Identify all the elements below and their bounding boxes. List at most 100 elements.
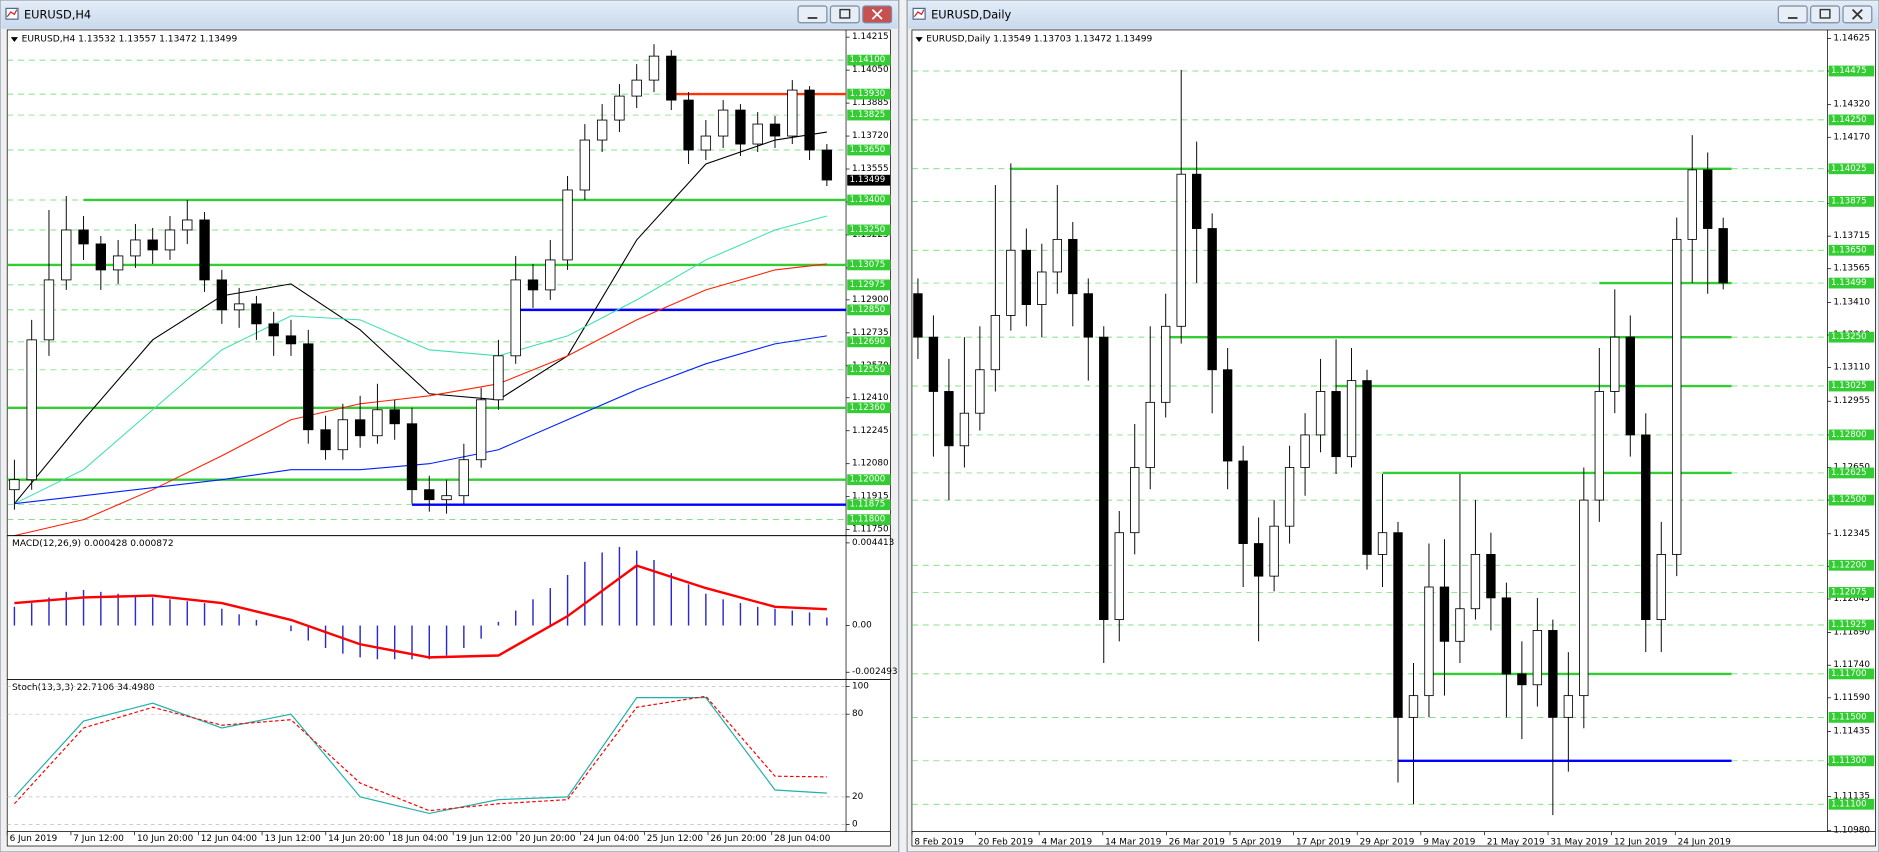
candle-body <box>562 189 573 261</box>
candle-body <box>1641 434 1651 621</box>
close-glyph <box>1851 8 1863 20</box>
y-tick-label: 1.12650 <box>1833 463 1870 473</box>
candle-body <box>1563 695 1574 718</box>
level-label: 1.13930 <box>850 89 886 99</box>
moving-average <box>14 335 827 505</box>
level-label: 1.11300 <box>1831 756 1867 766</box>
level-label: 1.14025 <box>1831 164 1867 174</box>
candle-body <box>1610 336 1620 392</box>
y-tick-label: 20 <box>852 792 864 802</box>
candle-body <box>354 419 366 437</box>
y-tick-label: 1.13555 <box>852 164 889 174</box>
candle-body <box>1439 586 1450 642</box>
candle-body <box>1687 169 1697 240</box>
candle-body <box>1501 597 1512 675</box>
candle-body <box>959 412 970 447</box>
candle-body <box>913 293 923 338</box>
maximize-button[interactable] <box>1810 5 1841 24</box>
x-tick-label: 12 Jun 04:00 <box>201 834 258 844</box>
y-tick-label: 1.11740 <box>1833 660 1870 670</box>
candle-body <box>1284 467 1295 527</box>
candle-body <box>61 229 72 281</box>
candle-body <box>1455 608 1465 642</box>
y-tick-label: 1.13885 <box>852 98 889 108</box>
y-tick-label: 0.00 <box>852 621 872 631</box>
window-icon <box>912 7 926 20</box>
y-tick-label: 100 <box>852 682 869 692</box>
maximize-button[interactable] <box>829 5 860 24</box>
y-tick-label: 1.14170 <box>1833 132 1870 142</box>
y-tick-label: 1.11590 <box>1833 693 1870 703</box>
current-price-label: 1.13499 <box>850 175 886 185</box>
level-label: 1.13250 <box>850 225 886 235</box>
level-label: 1.12360 <box>850 403 886 413</box>
y-tick-label: 1.13410 <box>1833 297 1870 307</box>
y-tick-label: 1.10980 <box>1833 825 1870 835</box>
candle-body <box>1486 553 1496 599</box>
level-label-box <box>847 54 891 66</box>
candle-body <box>821 149 833 181</box>
level-label: 1.11100 <box>1831 799 1867 809</box>
level-label-box <box>847 336 891 348</box>
level-label-box <box>1828 494 1875 506</box>
x-tick-label: 17 Apr 2019 <box>1296 837 1351 847</box>
x-tick-label: 6 Jun 2019 <box>10 834 58 844</box>
candle-body <box>1222 369 1233 462</box>
level-label: 1.12800 <box>1831 430 1867 440</box>
current-price-box <box>847 174 891 186</box>
title-bar <box>908 1 1878 29</box>
window-icon-line <box>6 9 18 18</box>
y-tick-label: 0 <box>852 819 858 829</box>
level-label: 1.11925 <box>1831 620 1867 630</box>
y-tick-label: 1.13565 <box>1833 264 1870 274</box>
candle-body <box>320 429 331 451</box>
minimize-button[interactable] <box>797 5 828 24</box>
candle-body <box>1037 271 1047 305</box>
level-label-box <box>1828 277 1875 289</box>
candle-body <box>683 99 694 151</box>
x-tick-label: 5 Apr 2019 <box>1232 837 1282 847</box>
x-tick-label: 14 Mar 2019 <box>1105 837 1162 847</box>
y-tick-label: 1.12955 <box>1833 396 1870 406</box>
level-label: 1.14250 <box>1831 115 1867 125</box>
candle-body <box>1625 336 1635 436</box>
x-tick-label: 4 Mar 2019 <box>1042 837 1093 847</box>
candle-body <box>975 369 985 414</box>
candle-body <box>372 409 383 437</box>
minimize-button[interactable] <box>1777 5 1808 24</box>
candle-body <box>26 339 37 481</box>
candle-body <box>631 79 642 97</box>
candle-body <box>1145 401 1155 468</box>
level-label-box <box>847 364 891 376</box>
level-label-box <box>847 514 891 526</box>
level-label-box <box>1828 331 1875 343</box>
chart-info: EURUSD,H4 1.13532 1.13557 1.13472 1.1349… <box>22 35 238 45</box>
x-tick-label: 7 Jun 12:00 <box>73 834 124 844</box>
level-label-box <box>847 499 891 511</box>
candle-body <box>1532 630 1543 686</box>
candle-body <box>112 255 124 271</box>
candle-body <box>1656 553 1666 621</box>
y-tick-label: 1.14050 <box>852 65 889 75</box>
info-arrow <box>10 37 18 42</box>
y-tick-label: 1.12900 <box>852 295 889 305</box>
level-label: 1.12550 <box>850 365 886 375</box>
level-label-box <box>847 402 891 414</box>
candle-body <box>424 489 435 501</box>
level-label-box <box>1828 587 1875 598</box>
macd-signal-line <box>14 564 827 659</box>
candle-body <box>1191 173 1202 229</box>
candle-body <box>769 123 781 137</box>
level-label-box <box>1828 244 1875 256</box>
x-tick-label: 18 Jun 04:00 <box>392 834 449 844</box>
level-label: 1.13650 <box>850 145 886 155</box>
level-label: 1.11700 <box>1831 669 1867 679</box>
candle-body <box>1362 380 1372 555</box>
candle-body <box>1207 228 1217 371</box>
x-tick-label: 31 May 2019 <box>1550 837 1608 847</box>
level-label: 1.13825 <box>850 110 886 120</box>
candle-body <box>441 495 452 501</box>
level-label: 1.12000 <box>850 475 886 485</box>
